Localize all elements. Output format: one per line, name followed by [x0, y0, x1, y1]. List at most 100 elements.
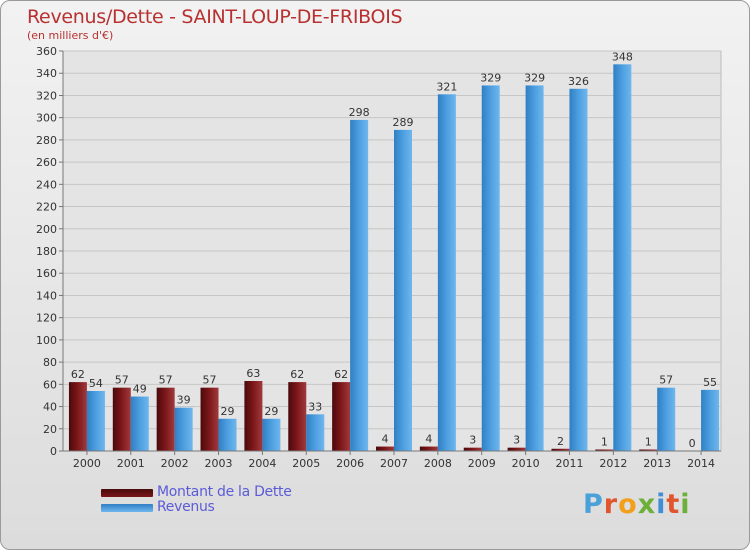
y-tick-label: 0 — [50, 445, 57, 458]
x-tick-label: 2014 — [687, 457, 715, 470]
bar-revenue-2000 — [86, 391, 105, 451]
logo-letter: i — [656, 489, 667, 520]
data-label: 348 — [612, 50, 633, 63]
logo-letter: x — [637, 489, 657, 520]
legend-swatch-debt — [101, 489, 153, 497]
y-tick-label: 80 — [43, 356, 57, 369]
x-tick-label: 2006 — [336, 457, 364, 470]
bar-debt-2009 — [463, 447, 482, 451]
data-label: 298 — [349, 106, 370, 119]
data-label: 57 — [159, 374, 173, 387]
y-tick-label: 340 — [36, 67, 57, 80]
proxiti-logo: Proxiti — [583, 489, 691, 520]
x-tick-label: 2009 — [468, 457, 496, 470]
y-axis: 0 20 40 60 80 100 120 140 160 180 200 220 240 260 280 3… — [36, 45, 64, 458]
bar-debt-2000 — [68, 382, 87, 451]
bar-debt-2006 — [332, 382, 351, 451]
bar-revenue-2013 — [657, 387, 676, 451]
data-label: 62 — [334, 368, 348, 381]
data-label: 1 — [601, 436, 608, 449]
y-tick-label: 180 — [36, 245, 57, 258]
y-tick-label: 160 — [36, 267, 57, 280]
data-label: 54 — [89, 377, 103, 390]
legend-label-revenue: Revenus — [157, 499, 215, 515]
data-label: 289 — [393, 116, 414, 129]
bar-debt-2008 — [419, 446, 438, 451]
y-tick-label: 220 — [36, 201, 57, 214]
x-tick-label: 2010 — [512, 457, 540, 470]
chart-subtitle: (en milliers d'€) — [27, 29, 114, 42]
x-tick-label: 2013 — [643, 457, 671, 470]
data-label: 57 — [659, 374, 673, 387]
x-tick-label: 2008 — [424, 457, 452, 470]
data-label: 55 — [703, 376, 717, 389]
data-label: 1 — [645, 436, 652, 449]
bar-revenue-2012 — [613, 64, 632, 452]
bar-revenue-2006 — [350, 119, 369, 451]
legend-label-debt: Montant de la Dette — [157, 484, 292, 500]
data-label: 57 — [115, 374, 129, 387]
bar-debt-2012 — [595, 449, 614, 451]
logo-letter: i — [680, 489, 691, 520]
y-tick-label: 200 — [36, 223, 57, 236]
bar-revenue-2009 — [481, 85, 500, 451]
bar-revenue-2010 — [525, 85, 544, 451]
bar-revenue-2014 — [701, 389, 720, 451]
data-label: 326 — [568, 75, 589, 88]
bar-revenue-2002 — [174, 407, 193, 451]
bar-debt-2013 — [639, 449, 658, 451]
bar-revenue-2004 — [262, 418, 281, 451]
x-tick-label: 2002 — [161, 457, 189, 470]
x-tick-label: 2011 — [555, 457, 583, 470]
data-label: 2 — [557, 435, 564, 448]
bar-revenue-2005 — [306, 414, 325, 451]
chart-title: Revenus/Dette - SAINT-LOUP-DE-FRIBOIS — [27, 6, 403, 28]
data-label: 57 — [203, 374, 217, 387]
data-label: 39 — [177, 394, 191, 407]
y-tick-label: 260 — [36, 156, 57, 169]
data-label: 3 — [513, 434, 520, 447]
bars — [68, 64, 720, 452]
bar-debt-2004 — [244, 381, 263, 451]
data-label: 29 — [264, 405, 278, 418]
y-tick-label: 40 — [43, 401, 57, 414]
data-label: 33 — [308, 400, 322, 413]
bar-revenue-2008 — [437, 94, 456, 451]
x-tick-label: 2003 — [205, 457, 233, 470]
data-label: 4 — [382, 433, 389, 446]
bar-debt-2001 — [112, 387, 131, 451]
data-label: 49 — [133, 383, 147, 396]
x-tick-label: 2001 — [117, 457, 145, 470]
x-tick-label: 2004 — [248, 457, 276, 470]
data-label: 63 — [246, 367, 260, 380]
bar-revenue-2011 — [569, 88, 588, 452]
y-tick-label: 320 — [36, 89, 57, 102]
y-tick-label: 20 — [43, 423, 57, 436]
y-tick-label: 360 — [36, 45, 57, 58]
y-tick-label: 100 — [36, 334, 57, 347]
y-tick-label: 240 — [36, 178, 57, 191]
x-axis: 2000 2001 2002 2003 2004 2005 2006 2007 2008 2009… — [63, 450, 721, 470]
x-tick-label: 2000 — [73, 457, 101, 470]
bar-debt-2005 — [288, 382, 307, 451]
data-label: 3 — [469, 434, 476, 447]
bar-debt-2011 — [551, 448, 570, 451]
data-label: 0 — [689, 437, 696, 450]
data-label: 62 — [290, 368, 304, 381]
bar-revenue-2003 — [218, 418, 237, 451]
data-label: 29 — [221, 405, 235, 418]
y-tick-label: 280 — [36, 134, 57, 147]
y-tick-label: 300 — [36, 112, 57, 125]
y-tick-label: 120 — [36, 312, 57, 325]
x-tick-label: 2007 — [380, 457, 408, 470]
gridlines — [63, 50, 721, 452]
logo-letter: t — [666, 489, 681, 520]
y-tick-label: 60 — [43, 378, 57, 391]
x-tick-label: 2005 — [292, 457, 320, 470]
bar-debt-2007 — [376, 446, 394, 451]
logo-letter: o — [618, 489, 638, 520]
data-label: 329 — [524, 71, 545, 84]
